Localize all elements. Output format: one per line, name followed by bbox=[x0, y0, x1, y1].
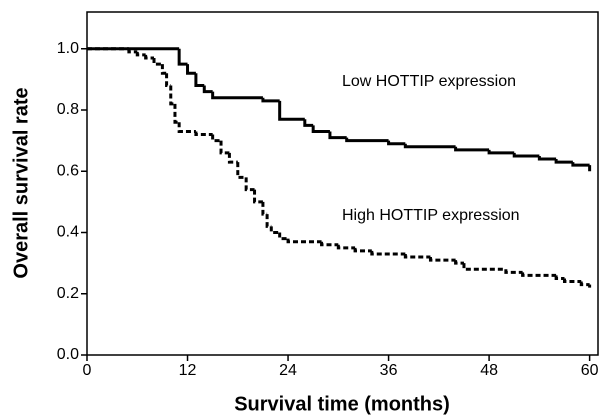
survival-step bbox=[462, 263, 506, 271]
y-axis-title: Overall survival rate bbox=[10, 87, 32, 278]
survival-step bbox=[454, 146, 490, 152]
y-tick-label: 0.6 bbox=[57, 162, 79, 179]
survival-step bbox=[579, 281, 590, 287]
survival-step bbox=[269, 226, 280, 234]
x-tick-label: 24 bbox=[279, 362, 297, 379]
survival-step bbox=[202, 85, 213, 94]
survival-step bbox=[219, 140, 230, 155]
survival-step bbox=[177, 48, 188, 66]
survival-step bbox=[487, 149, 515, 155]
survival-step bbox=[211, 134, 222, 143]
survival-step bbox=[236, 162, 247, 179]
survival-step bbox=[165, 73, 171, 87]
survival-step bbox=[504, 269, 523, 274]
survival-step bbox=[336, 244, 356, 250]
survival-step bbox=[554, 159, 573, 164]
survival-step bbox=[303, 119, 314, 127]
y-tick-label: 0.8 bbox=[57, 101, 79, 118]
survival-step bbox=[177, 122, 196, 133]
survival-step bbox=[227, 152, 238, 164]
plot-frame bbox=[86, 11, 599, 356]
x-tick-label: 48 bbox=[480, 362, 498, 379]
survival-step bbox=[261, 201, 268, 216]
survival-step bbox=[135, 51, 146, 57]
survival-step bbox=[127, 48, 138, 54]
y-tick-label: 0.0 bbox=[57, 346, 79, 363]
annotation: High HOTTIP expression bbox=[342, 207, 520, 224]
survival-step bbox=[160, 64, 167, 75]
survival-step bbox=[428, 257, 456, 262]
survival-step bbox=[173, 103, 180, 124]
y-tick-label: 0.2 bbox=[57, 285, 79, 302]
survival-step bbox=[169, 85, 175, 106]
survival-step bbox=[311, 125, 330, 133]
survival-step bbox=[152, 57, 163, 66]
survival-step bbox=[454, 260, 464, 265]
survival-step bbox=[387, 140, 406, 146]
survival-step bbox=[194, 73, 205, 87]
survival-step bbox=[278, 232, 289, 241]
x-tick-label: 36 bbox=[380, 362, 398, 379]
survival-step bbox=[403, 143, 456, 149]
survival-step bbox=[537, 155, 557, 161]
survival-step bbox=[244, 177, 255, 192]
survival-step bbox=[253, 189, 263, 204]
x-tick-label: 60 bbox=[581, 362, 599, 379]
survival-step bbox=[144, 54, 155, 60]
survival-step bbox=[265, 214, 272, 228]
survival-step bbox=[403, 253, 431, 259]
survival-step bbox=[328, 131, 347, 140]
survival-step bbox=[186, 64, 196, 75]
survival-step bbox=[562, 278, 582, 283]
survival-step bbox=[370, 250, 406, 256]
survival-step bbox=[571, 162, 590, 167]
survival-step bbox=[554, 275, 565, 280]
survival-step bbox=[261, 97, 280, 103]
survival-step bbox=[211, 91, 263, 100]
survival-step bbox=[521, 272, 557, 277]
survival-step bbox=[353, 247, 372, 253]
survival-step bbox=[278, 100, 305, 121]
survival-step bbox=[345, 137, 389, 143]
x-tick-label: 0 bbox=[83, 362, 92, 379]
survival-step bbox=[194, 131, 213, 136]
y-tick-label: 1.0 bbox=[57, 40, 79, 57]
x-tick-label: 12 bbox=[179, 362, 197, 379]
survival-step bbox=[320, 241, 339, 247]
annotation: Low HOTTIP expression bbox=[342, 73, 516, 90]
survival-step bbox=[286, 238, 322, 244]
y-tick-label: 0.4 bbox=[57, 224, 79, 241]
x-axis-title: Survival time (months) bbox=[234, 393, 450, 415]
survival-step bbox=[512, 152, 540, 158]
